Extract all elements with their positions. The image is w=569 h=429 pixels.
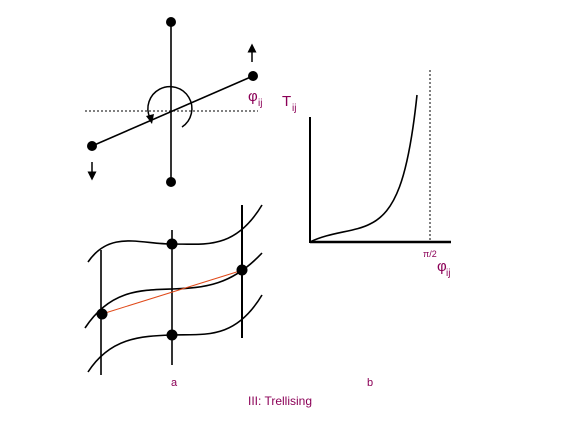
trellis-curve-middle xyxy=(84,252,263,329)
phi-axis-label-sub: ij xyxy=(446,268,450,279)
trellis-grid xyxy=(84,204,263,375)
pi-half-label: π/2 xyxy=(423,249,437,259)
trellis-node xyxy=(236,264,248,276)
tension-curve xyxy=(309,94,418,243)
rotation-arc-arrowhead xyxy=(146,114,154,124)
phi-axis-label: φ xyxy=(437,258,447,275)
figure-caption: III: Trellising xyxy=(248,394,312,408)
trellis-node xyxy=(96,308,108,320)
rotated-fiber xyxy=(91,75,254,147)
trellis-node xyxy=(166,238,178,250)
rotation-arc-icon xyxy=(147,85,193,128)
trellis-node xyxy=(166,329,178,341)
rotated-fiber-right-node xyxy=(248,71,258,81)
panel-b-label: b xyxy=(367,377,373,389)
t-label-sub: ij xyxy=(292,103,296,114)
rotation-diagram: φ ij xyxy=(85,17,262,187)
trellis-curve-top xyxy=(87,204,263,263)
panel-a-label: a xyxy=(171,377,178,389)
phi-label: φ xyxy=(248,88,258,105)
trellis-diagonal xyxy=(101,269,244,315)
vertical-fiber-bottom-node xyxy=(166,177,176,187)
t-label: T xyxy=(282,93,291,110)
tension-graph: T ij π/2 φ ij xyxy=(282,70,451,279)
rotated-fiber-left-node xyxy=(87,141,97,151)
phi-label-sub: ij xyxy=(258,98,262,109)
vertical-fiber-top-node xyxy=(166,17,176,27)
